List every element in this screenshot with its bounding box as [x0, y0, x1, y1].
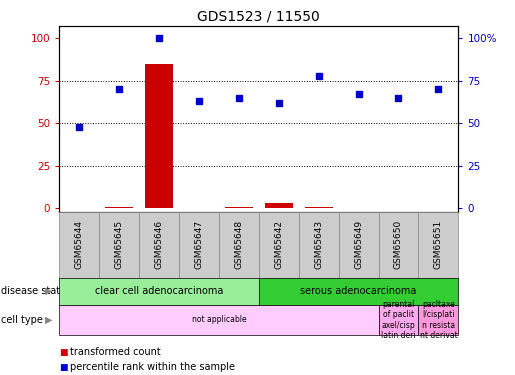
- Bar: [145, 64, 173, 208]
- Bar: [345, 208, 372, 209]
- Title: GDS1523 / 11550: GDS1523 / 11550: [197, 10, 320, 24]
- Bar: [424, 208, 452, 209]
- Text: transformed count: transformed count: [70, 347, 160, 357]
- Text: serous adenocarcinoma: serous adenocarcinoma: [300, 286, 417, 296]
- Text: GSM65647: GSM65647: [195, 220, 203, 269]
- Text: clear cell adenocarcinoma: clear cell adenocarcinoma: [95, 286, 223, 296]
- Bar: [305, 207, 333, 209]
- Text: ▶: ▶: [45, 315, 53, 325]
- Bar: [265, 203, 293, 208]
- Text: GSM65642: GSM65642: [274, 220, 283, 269]
- Text: GSM65650: GSM65650: [394, 220, 403, 269]
- Text: GSM65648: GSM65648: [234, 220, 243, 269]
- Text: GSM65649: GSM65649: [354, 220, 363, 269]
- Bar: [65, 208, 93, 209]
- Text: GSM65646: GSM65646: [154, 220, 163, 269]
- Text: GSM65645: GSM65645: [115, 220, 124, 269]
- Text: ■: ■: [59, 348, 68, 357]
- Text: disease state: disease state: [1, 286, 66, 296]
- Text: cell type: cell type: [1, 315, 43, 325]
- Text: not applicable: not applicable: [192, 315, 246, 324]
- Text: percentile rank within the sample: percentile rank within the sample: [70, 362, 234, 372]
- Text: GSM65643: GSM65643: [314, 220, 323, 269]
- Text: pacltaxe
l/cisplati
n resista
nt derivat: pacltaxe l/cisplati n resista nt derivat: [420, 300, 457, 340]
- Text: ▶: ▶: [45, 286, 53, 296]
- Text: GSM65644: GSM65644: [75, 220, 83, 269]
- Text: ■: ■: [59, 363, 68, 372]
- Text: parental
of paclit
axel/cisp
latin deri: parental of paclit axel/cisp latin deri: [381, 300, 416, 340]
- Text: GSM65651: GSM65651: [434, 220, 443, 269]
- Bar: [225, 207, 253, 209]
- Bar: [185, 208, 213, 209]
- Bar: [105, 207, 133, 209]
- Bar: [385, 208, 413, 209]
